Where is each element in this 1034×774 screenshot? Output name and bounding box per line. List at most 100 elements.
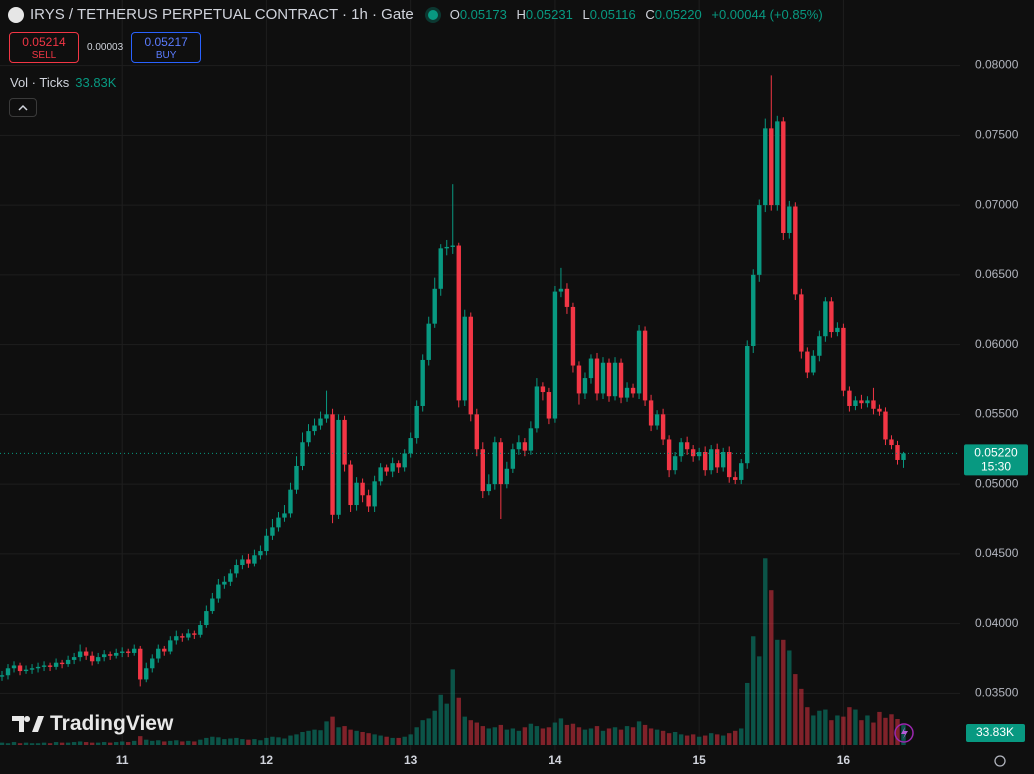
volume-bar xyxy=(739,728,744,745)
candle-body xyxy=(582,378,588,394)
candle-body xyxy=(624,387,630,398)
candle-body xyxy=(318,418,323,426)
volume-bar xyxy=(805,707,810,745)
candle-body xyxy=(126,651,131,653)
volume-bar xyxy=(168,740,173,745)
volume-bar xyxy=(600,730,606,745)
candle-body xyxy=(636,330,642,394)
candle-body xyxy=(348,464,353,506)
volume-bar xyxy=(120,741,125,745)
candle-body xyxy=(186,633,191,638)
volume-bar xyxy=(624,726,630,745)
candle-body xyxy=(841,327,846,391)
volume-bar xyxy=(138,736,143,745)
candle-body xyxy=(486,484,492,492)
candle-body xyxy=(763,128,768,206)
volume-bar xyxy=(408,734,413,745)
x-tick-label: 16 xyxy=(837,753,851,767)
ohlc-prefix: O xyxy=(449,7,460,22)
sell-button[interactable]: 0.05214 SELL xyxy=(9,32,79,63)
candle-body xyxy=(474,414,479,450)
volume-bar xyxy=(414,727,419,745)
low-value: 0.05116 xyxy=(589,7,636,22)
candle-body xyxy=(324,414,329,419)
y-tick-label: 0.04000 xyxy=(975,616,1019,630)
candle-body xyxy=(330,414,335,515)
y-tick-label: 0.04500 xyxy=(975,546,1019,560)
candle-body xyxy=(811,355,816,373)
volume-bar xyxy=(799,688,804,745)
candle-body xyxy=(727,452,732,478)
candle-body xyxy=(684,442,690,450)
candle-body xyxy=(492,442,498,485)
candle-body xyxy=(420,359,425,406)
candle-body xyxy=(270,527,275,536)
volume-bar xyxy=(17,743,23,745)
volume-bar xyxy=(474,722,479,745)
volume-bar xyxy=(835,715,840,745)
candle-body xyxy=(390,463,395,472)
volume-bar xyxy=(594,726,600,745)
last-price-badge xyxy=(964,444,1028,476)
candle-body xyxy=(504,468,510,485)
volume-bar xyxy=(390,737,395,745)
brand-logo xyxy=(12,716,44,732)
candle-body xyxy=(312,425,317,432)
candle-body xyxy=(853,400,858,406)
change-value: +0.00044 (+0.85%) xyxy=(711,7,823,22)
volume-bar xyxy=(186,740,191,745)
candle-body xyxy=(53,662,59,667)
volume-indicator: Vol · Ticks xyxy=(10,75,70,90)
volume-bar xyxy=(793,674,798,745)
buy-label: BUY xyxy=(155,50,177,61)
y-tick-label: 0.05000 xyxy=(975,476,1019,490)
volume-bar xyxy=(606,728,612,745)
collapse-button[interactable] xyxy=(9,98,37,117)
candle-body xyxy=(132,648,137,653)
volume-bar xyxy=(41,742,47,745)
candle-body xyxy=(618,362,624,398)
volume-bar xyxy=(342,726,347,745)
volume-bar xyxy=(889,714,894,745)
volume-bar xyxy=(516,730,522,745)
volume-bar xyxy=(787,650,792,745)
x-tick-label: 15 xyxy=(692,753,706,767)
volume-bar xyxy=(588,728,594,745)
volume-bar xyxy=(552,722,558,745)
brand: TradingView xyxy=(12,712,173,736)
volume-bar xyxy=(540,728,546,745)
candle-body xyxy=(210,598,215,612)
candle-body xyxy=(252,555,257,564)
candle-body xyxy=(342,419,347,465)
candle-body xyxy=(360,482,365,496)
volume-bar xyxy=(684,735,690,745)
y-tick-label: 0.07500 xyxy=(975,127,1019,141)
volume-bar xyxy=(612,727,618,745)
volume-bar xyxy=(89,742,95,745)
volume-bar xyxy=(35,743,41,745)
candle-body xyxy=(462,316,467,401)
candle-body xyxy=(805,351,810,373)
volume-bar xyxy=(504,729,510,745)
candle-body xyxy=(745,345,750,464)
candle-body xyxy=(793,206,798,295)
buy-button[interactable]: 0.05217 BUY xyxy=(131,32,202,63)
close-value: 0.05220 xyxy=(654,7,702,22)
candle-body xyxy=(660,414,666,440)
volume-bar xyxy=(727,733,732,745)
candle-body xyxy=(630,387,636,394)
candle-body xyxy=(570,306,576,366)
volume-bar xyxy=(300,732,305,745)
volume-bar xyxy=(522,727,528,745)
candle-body xyxy=(450,245,455,247)
chart-title: IRYS / TETHERUS PERPETUAL CONTRACT · 1h … xyxy=(30,6,414,23)
ohlc-prefix: C xyxy=(645,7,655,22)
candle-body xyxy=(823,301,828,337)
candle-body xyxy=(666,439,672,471)
candle-body xyxy=(35,666,41,669)
candle-body xyxy=(168,640,173,652)
volume-bar xyxy=(498,724,504,745)
candle-body xyxy=(769,128,774,206)
